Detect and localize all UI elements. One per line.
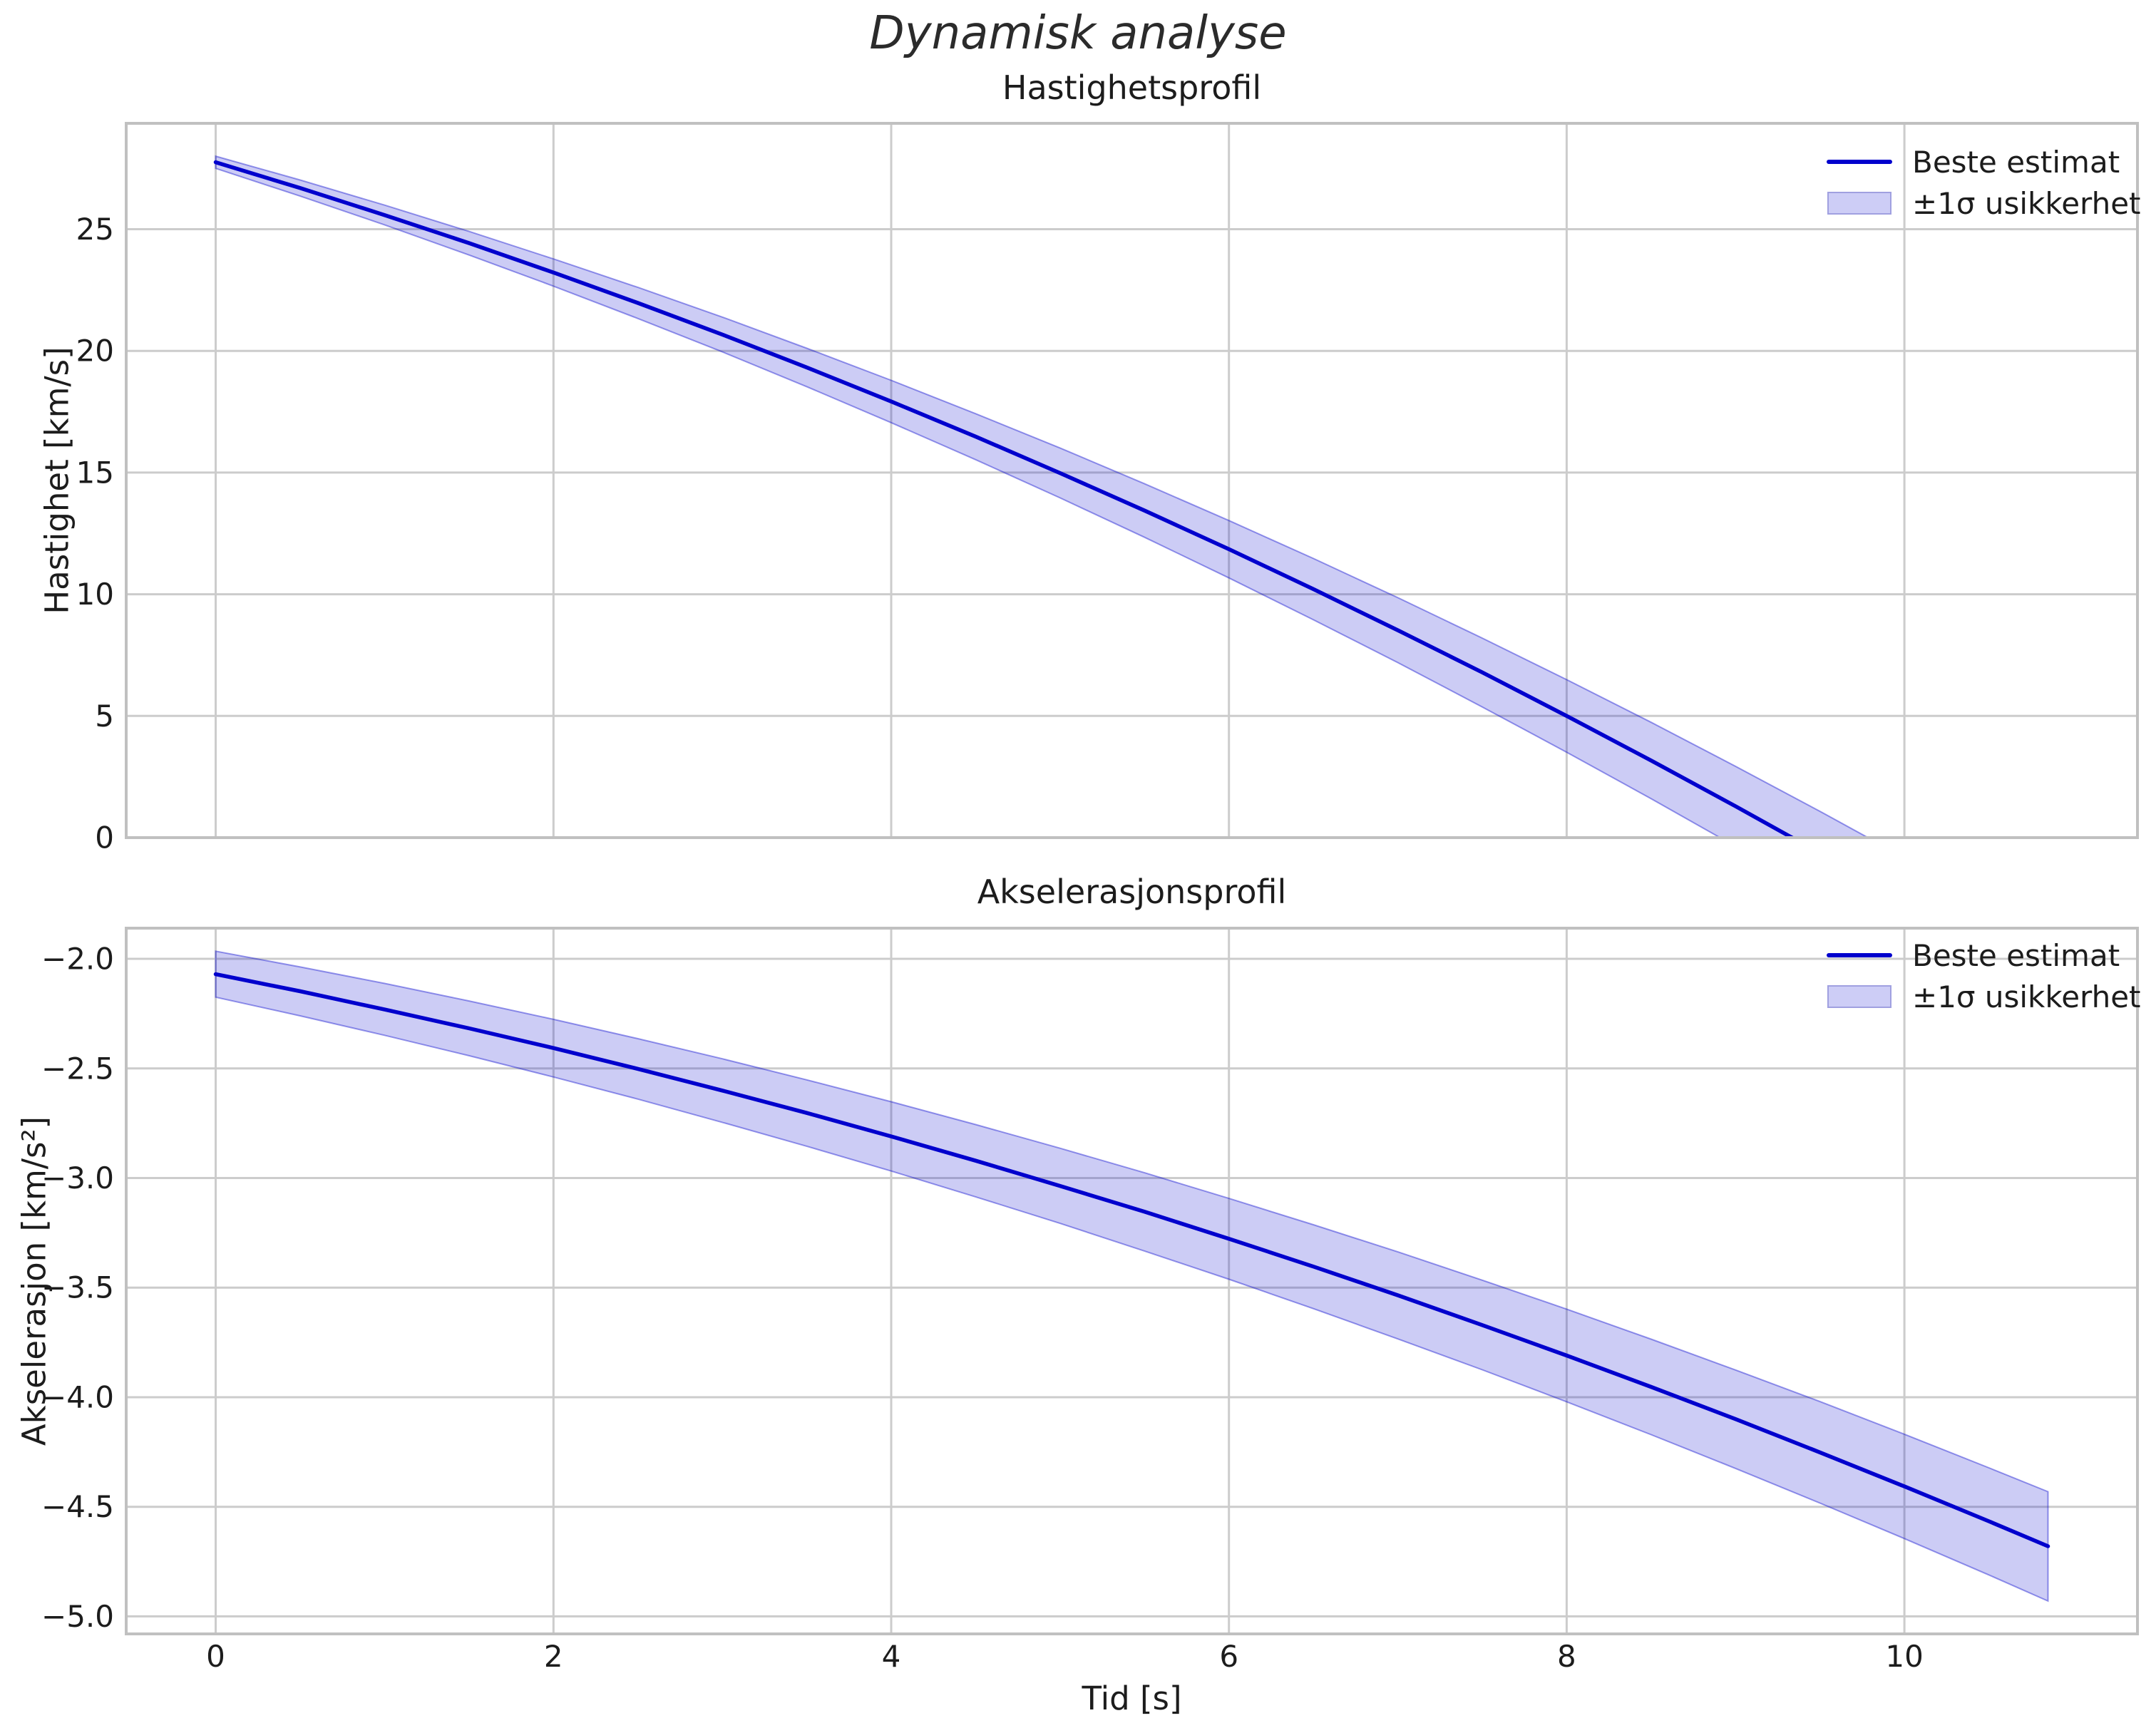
- legend-entry-uncertainty: ±1σ usikkerhet: [1825, 182, 2141, 224]
- uncertainty-band-swatch: [1827, 985, 1891, 1008]
- ytick-label: −3.0: [41, 1161, 114, 1195]
- xtick-label: 10: [1885, 1639, 1923, 1674]
- ytick-label: −2.5: [41, 1051, 114, 1086]
- ytick-label: 20: [76, 334, 114, 369]
- ytick-label: 5: [95, 699, 114, 734]
- velocity-chart: 0 5 10 15 20 25: [76, 122, 2139, 855]
- ytick-label: 0: [95, 821, 114, 855]
- ytick-label: 10: [76, 577, 114, 612]
- ytick-label: −2.0: [41, 942, 114, 977]
- velocity-legend: Beste estimat ±1σ usikkerhet: [1825, 141, 2141, 224]
- velocity-best-estimate-line: [213, 160, 1797, 838]
- velocity-chart-title: Hastighetsprofil: [1002, 68, 1262, 107]
- ytick-label: −4.0: [41, 1380, 114, 1415]
- ytick-label: −3.5: [41, 1270, 114, 1305]
- xtick-label: 8: [1557, 1639, 1576, 1674]
- velocity-y-axis-label: Hastighet [km/s]: [38, 346, 76, 614]
- acceleration-ytick-labels: −2.0 −2.5 −3.0 −3.5 −4.0 −4.5 −5.0: [41, 942, 114, 1634]
- velocity-ytick-labels: 0 5 10 15 20 25: [76, 212, 114, 855]
- legend-label: Beste estimat: [1912, 144, 2120, 180]
- acceleration-y-axis-label: Akselerasjon [km/s²]: [15, 1116, 53, 1446]
- uncertainty-band-swatch: [1827, 192, 1891, 215]
- xtick-label: 2: [544, 1639, 563, 1674]
- acceleration-chart-title: Akselerasjonsprofil: [977, 873, 1287, 911]
- legend-label: ±1σ usikkerhet: [1912, 185, 2141, 221]
- acceleration-legend: Beste estimat ±1σ usikkerhet: [1825, 935, 2141, 1017]
- acceleration-chart: −2.0 −2.5 −3.0 −3.5 −4.0 −4.5 −5.0 0 2 4 6 8 10: [41, 927, 2139, 1674]
- ytick-label: −4.5: [41, 1489, 114, 1524]
- ytick-label: 15: [76, 455, 114, 490]
- legend-entry-best-estimate: Beste estimat: [1825, 141, 2141, 182]
- legend-label: Beste estimat: [1912, 937, 2120, 973]
- acceleration-xtick-labels: 0 2 4 6 8 10: [206, 1639, 1924, 1674]
- legend-entry-uncertainty: ±1σ usikkerhet: [1825, 976, 2141, 1017]
- ytick-label: −5.0: [41, 1599, 114, 1634]
- legend-entry-best-estimate: Beste estimat: [1825, 935, 2141, 976]
- figure-suptitle: Dynamisk analyse: [869, 7, 1287, 60]
- acceleration-best-estimate-line: [213, 972, 2050, 1548]
- velocity-axes-spines: [125, 122, 2139, 839]
- xtick-label: 4: [882, 1639, 901, 1674]
- acceleration-axes-spines: [125, 927, 2139, 1635]
- xtick-label: 0: [206, 1639, 225, 1674]
- best-estimate-line-swatch: [1827, 160, 1892, 164]
- xtick-label: 6: [1219, 1639, 1238, 1674]
- best-estimate-line-swatch: [1827, 953, 1892, 957]
- legend-label: ±1σ usikkerhet: [1912, 979, 2141, 1014]
- x-axis-label: Tid [s]: [1082, 1680, 1182, 1717]
- acceleration-gridlines: [126, 928, 2137, 1634]
- velocity-uncertainty-band: [215, 155, 1870, 838]
- ytick-label: 25: [76, 212, 114, 247]
- acceleration-uncertainty-band: [215, 950, 2049, 1603]
